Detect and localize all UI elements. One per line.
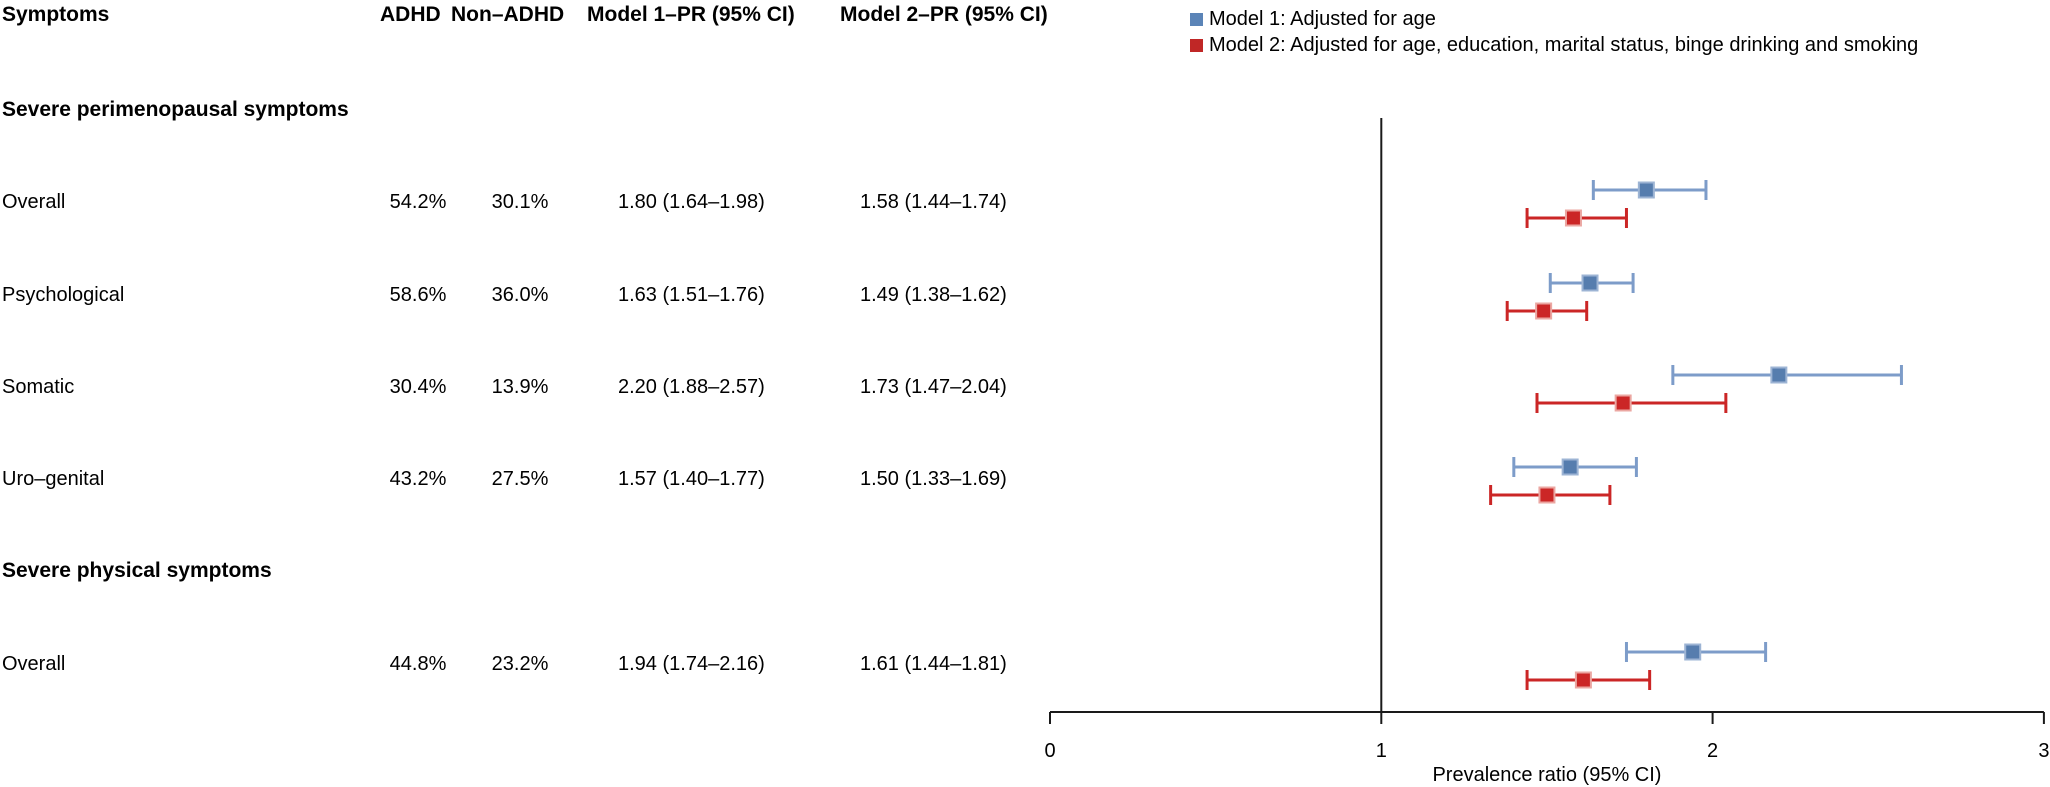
- model2-point-estimate: [1614, 394, 1632, 412]
- non-adhd-value: 27.5%: [491, 468, 549, 490]
- adhd-value: 58.6%: [389, 284, 447, 306]
- model1-value: 1.57 (1.40–1.77): [618, 468, 765, 490]
- column-header-non-adhd: Non–ADHD: [451, 3, 565, 26]
- row-label: Uro–genital: [2, 468, 105, 490]
- model2-point-estimate: [1564, 209, 1582, 227]
- row-label: Overall: [2, 653, 66, 675]
- x-axis-tick-label: 1: [1376, 740, 1387, 762]
- model2-value: 1.61 (1.44–1.81): [860, 653, 1007, 675]
- row-label: Somatic: [2, 376, 75, 398]
- legend-item: Model 1: Adjusted for age: [1190, 6, 1436, 32]
- model1-value: 1.80 (1.64–1.98): [618, 191, 765, 213]
- model1-point-estimate: [1561, 458, 1579, 476]
- model1-value: 1.63 (1.51–1.76): [618, 284, 765, 306]
- model1-point-estimate: [1770, 366, 1788, 384]
- model2-value: 1.50 (1.33–1.69): [860, 468, 1007, 490]
- column-header-model1: Model 1–PR (95% CI): [587, 3, 795, 26]
- column-header-model2: Model 2–PR (95% CI): [840, 3, 1048, 26]
- row-label: Overall: [2, 191, 66, 213]
- section-title: Severe physical symptoms: [2, 559, 272, 582]
- x-axis-tick-label: 2: [1707, 740, 1718, 762]
- legend-item: Model 2: Adjusted for age, education, ma…: [1190, 32, 1918, 58]
- adhd-value: 54.2%: [389, 191, 447, 213]
- section-title: Severe perimenopausal symptoms: [2, 98, 349, 121]
- non-adhd-value: 23.2%: [491, 653, 549, 675]
- model1-value: 1.94 (1.74–2.16): [618, 653, 765, 675]
- model1-value: 2.20 (1.88–2.57): [618, 376, 765, 398]
- model1-point-estimate: [1684, 643, 1702, 661]
- legend-swatch-icon: [1190, 12, 1203, 26]
- model2-point-estimate: [1535, 302, 1553, 320]
- model1-point-estimate: [1637, 181, 1655, 199]
- non-adhd-value: 36.0%: [491, 284, 549, 306]
- model2-value: 1.73 (1.47–2.04): [860, 376, 1007, 398]
- column-header-adhd: ADHD: [380, 3, 441, 26]
- legend-label: Model 2: Adjusted for age, education, ma…: [1209, 34, 1919, 56]
- legend-swatch-icon: [1190, 38, 1203, 52]
- model2-value: 1.58 (1.44–1.74): [860, 191, 1007, 213]
- row-label: Psychological: [2, 284, 125, 306]
- x-axis-tick-label: 0: [1044, 740, 1055, 762]
- column-header-symptoms: Symptoms: [2, 3, 110, 26]
- adhd-value: 44.8%: [389, 653, 447, 675]
- x-axis-tick-label: 3: [2038, 740, 2049, 762]
- non-adhd-value: 13.9%: [491, 376, 549, 398]
- model2-point-estimate: [1538, 486, 1556, 504]
- adhd-value: 30.4%: [389, 376, 447, 398]
- model1-point-estimate: [1581, 274, 1599, 292]
- legend-label: Model 1: Adjusted for age: [1209, 8, 1436, 30]
- model2-value: 1.49 (1.38–1.62): [860, 284, 1007, 306]
- model2-point-estimate: [1574, 671, 1592, 689]
- adhd-value: 43.2%: [389, 468, 447, 490]
- non-adhd-value: 30.1%: [491, 191, 549, 213]
- x-axis-title: Prevalence ratio (95% CI): [1432, 764, 1661, 786]
